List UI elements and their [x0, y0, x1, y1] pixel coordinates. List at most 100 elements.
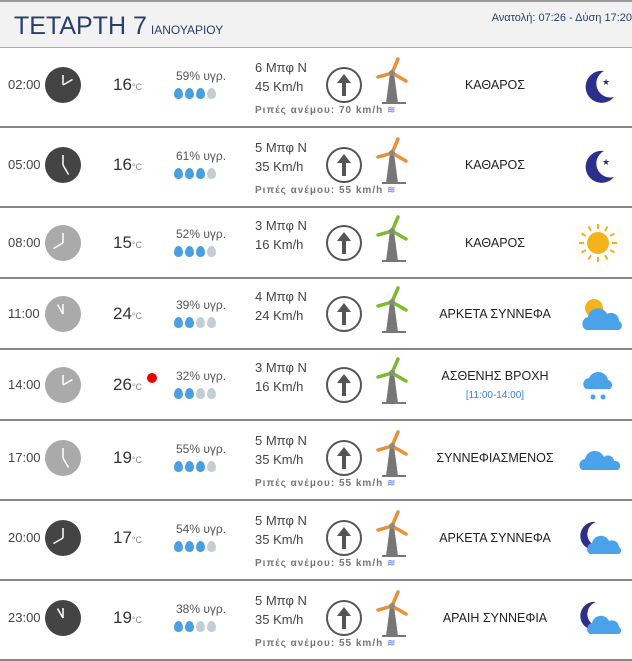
hour: 08:00	[8, 235, 41, 250]
condition-period: [11:00-14:00]	[465, 390, 525, 401]
temperature-value: 19	[113, 608, 132, 627]
humidity: 54% υγρ.	[176, 522, 227, 536]
wind-gust: Ριπές ανέμου: 70 km/h ≋	[255, 105, 396, 116]
wind-direction-arrow-icon	[326, 440, 362, 476]
wind-speed: 35 Km/h	[255, 159, 304, 174]
humidity: 59% υγρ.	[176, 69, 227, 83]
wind-info: 3 Μπφ N 16 Km/h	[255, 358, 307, 396]
wind-turbine-icon	[376, 357, 412, 410]
clock-icon	[45, 147, 81, 183]
humidity-drop-icon	[174, 461, 183, 472]
temperature-unit: °C	[131, 162, 143, 172]
moon-cloud-icon	[578, 598, 622, 643]
forecast-row: 23:00 19°C 38% υγρ. 5 Μπφ N 35 Km/h Ριπές…	[0, 581, 632, 661]
temperature-unit: °C	[131, 382, 143, 392]
temperature: 19°C	[113, 448, 142, 468]
humidity-drop-icon	[196, 168, 205, 179]
humidity-drop-icon	[207, 88, 216, 99]
clock-icon	[45, 296, 81, 332]
wind-direction-arrow-icon	[326, 367, 362, 403]
humidity: 61% υγρ.	[176, 149, 227, 163]
humidity-drop-icon	[207, 541, 216, 552]
wind-turbine-icon	[376, 430, 412, 483]
clock-icon	[45, 367, 81, 403]
forecast-list: 02:00 16°C 59% υγρ. 6 Μπφ N 45 Km/h Ριπές…	[0, 48, 632, 661]
svg-text:★: ★	[602, 77, 610, 87]
day-title: ΤΕΤΑΡΤΗ 7 ΙΑΝΟΥΑΡΙΟΥ	[14, 12, 223, 41]
hour: 17:00	[8, 450, 41, 465]
condition: ΚΑΘΑΡΟΣ	[464, 78, 526, 92]
temperature-value: 26	[113, 375, 132, 394]
humidity-drop-icon	[196, 88, 205, 99]
humidity-drop-icon	[185, 168, 194, 179]
wind-beaufort: 5 Μπφ N	[255, 140, 307, 155]
humidity-drop-icon	[174, 168, 183, 179]
wind-beaufort: 5 Μπφ N	[255, 593, 307, 608]
temperature-value: 16	[113, 155, 132, 174]
wind-info: 5 Μπφ N 35 Km/h	[255, 511, 307, 549]
forecast-row: 17:00 19°C 55% υγρ. 5 Μπφ N 35 Km/h Ριπές…	[0, 421, 632, 501]
wind-info: 6 Μπφ N 45 Km/h	[255, 58, 307, 96]
humidity-drop-icon	[196, 246, 205, 257]
wind-turbine-icon	[376, 215, 412, 268]
temperature-unit: °C	[131, 240, 143, 250]
wind-beaufort: 6 Μπφ N	[255, 60, 307, 75]
sun-icon	[578, 223, 618, 268]
humidity-drop-icon	[174, 317, 183, 328]
humidity-drops	[174, 246, 216, 257]
clock-icon	[45, 520, 81, 556]
wind-info: 5 Μπφ N 35 Km/h	[255, 431, 307, 469]
humidity: 32% υγρ.	[176, 369, 227, 383]
forecast-row: 08:00 15°C 52% υγρ. 3 Μπφ N 16 Km/h ΚΑΘΑΡ…	[0, 208, 632, 279]
forecast-row: 05:00 16°C 61% υγρ. 5 Μπφ N 35 Km/h Ριπές…	[0, 128, 632, 208]
hour: 23:00	[8, 610, 41, 625]
humidity-drop-icon	[185, 388, 194, 399]
temperature-value: 17	[113, 528, 132, 547]
temperature: 24°C	[113, 304, 142, 324]
hour: 05:00	[8, 157, 41, 172]
temperature: 16°C	[113, 75, 142, 95]
wind-turbine-icon	[376, 590, 412, 643]
condition: ΑΣΘΕΝΗΣ ΒΡΟΧΗ	[441, 369, 549, 383]
humidity-drop-icon	[196, 541, 205, 552]
condition: ΑΡΚΕΤΑ ΣΥΝΝΕΦΑ	[439, 531, 551, 545]
forecast-row: 20:00 17°C 54% υγρ. 5 Μπφ N 35 Km/h Ριπές…	[0, 501, 632, 581]
clock-icon	[45, 225, 81, 261]
wind-gust-icon: ≋	[387, 638, 397, 649]
wind-gust: Ριπές ανέμου: 55 km/h ≋	[255, 185, 396, 196]
humidity-drop-icon	[174, 246, 183, 257]
wind-direction-arrow-icon	[326, 147, 362, 183]
wind-info: 5 Μπφ N 35 Km/h	[255, 591, 307, 629]
temperature-unit: °C	[131, 311, 143, 321]
wind-info: 3 Μπφ N 16 Km/h	[255, 216, 307, 254]
wind-gust-icon: ≋	[387, 558, 397, 569]
month-name: ΙΑΝΟΥΑΡΙΟΥ	[150, 23, 224, 37]
temperature: 17°C	[113, 528, 142, 548]
humidity: 39% υγρ.	[176, 298, 227, 312]
day-header: ΤΕΤΑΡΤΗ 7 ΙΑΝΟΥΑΡΙΟΥ Ανατολή: 07:26 - Δύσ…	[0, 0, 632, 48]
humidity: 55% υγρ.	[176, 442, 227, 456]
humidity-drop-icon	[196, 317, 205, 328]
temperature: 16°C	[113, 155, 142, 175]
wind-direction-arrow-icon	[326, 520, 362, 556]
humidity-drop-icon	[174, 541, 183, 552]
clock-icon	[45, 600, 81, 636]
temperature-unit: °C	[131, 82, 143, 92]
clock-icon	[45, 440, 81, 476]
wind-speed: 24 Km/h	[255, 308, 304, 323]
wind-beaufort: 4 Μπφ N	[255, 289, 307, 304]
condition: ΑΡΑΙΗ ΣΥΝΝΕΦΙΑ	[442, 611, 548, 625]
wind-gust-text: Ριπές ανέμου: 55 km/h	[255, 638, 384, 649]
humidity-drop-icon	[185, 541, 194, 552]
svg-text:★: ★	[602, 157, 610, 167]
wind-direction-arrow-icon	[326, 600, 362, 636]
humidity-drop-icon	[207, 388, 216, 399]
wind-turbine-icon	[376, 57, 412, 110]
temperature: 15°C	[113, 233, 142, 253]
clouds-icon	[578, 438, 622, 483]
condition: ΚΑΘΑΡΟΣ	[464, 236, 526, 250]
humidity-drops	[174, 461, 216, 472]
humidity-drop-icon	[174, 88, 183, 99]
humidity-drop-icon	[185, 88, 194, 99]
wind-beaufort: 3 Μπφ N	[255, 218, 307, 233]
